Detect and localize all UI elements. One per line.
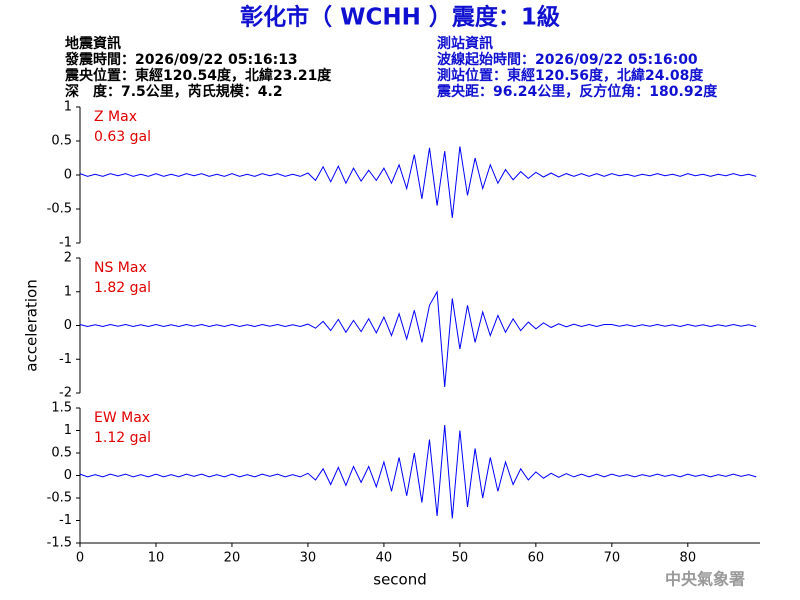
station-line: 測站位置：東經120.56度，北緯24.08度 — [437, 67, 704, 84]
x-tick-label: 30 — [300, 551, 317, 566]
station-line: 波線起始時間：2026/09/22 05:16:00 — [437, 51, 698, 68]
watermark: 中央氣象署 — [665, 570, 745, 589]
y-tick-label: -2 — [59, 386, 72, 401]
x-tick-label: 60 — [528, 551, 545, 566]
y-tick-label: 0 — [64, 318, 72, 333]
max-annotation: 1.82 gal — [94, 280, 151, 296]
station-line: 測站資訊 — [437, 35, 493, 52]
y-tick-label: 1 — [64, 100, 72, 115]
x-tick-label: 80 — [680, 551, 697, 566]
chart-title: 彰化市（ WCHH ）震度：1級 — [240, 4, 560, 31]
x-tick-label: 20 — [224, 551, 241, 566]
y-tick-label: 0 — [64, 168, 72, 183]
y-tick-label: -1.5 — [47, 536, 72, 551]
y-tick-label: 0.5 — [51, 446, 72, 461]
info-line: 震央位置：東經120.54度，北緯23.21度 — [64, 67, 332, 84]
max-annotation: 1.12 gal — [94, 430, 151, 446]
y-tick-label: -1 — [59, 352, 72, 367]
max-annotation: NS Max — [94, 260, 147, 276]
info-line: 深 度：7.5公里，芮氏規模：4.2 — [65, 83, 283, 100]
x-tick-label: 50 — [452, 551, 469, 566]
y-tick-label: 0 — [64, 468, 72, 483]
y-tick-label: -0.5 — [47, 202, 72, 217]
station-line: 震央距：96.24公里，反方位角：180.92度 — [436, 83, 718, 100]
y-tick-label: 1.5 — [51, 401, 72, 416]
y-tick-label: -1 — [59, 513, 72, 528]
waveform — [79, 146, 757, 218]
waveform — [79, 290, 757, 387]
max-annotation: Z Max — [94, 109, 137, 125]
max-annotation: 0.63 gal — [94, 129, 151, 145]
info-line: 地震資訊 — [65, 35, 121, 52]
y-axis-label: acceleration — [23, 279, 41, 371]
y-tick-label: 1 — [64, 284, 72, 299]
y-tick-label: -0.5 — [47, 491, 72, 506]
x-tick-label: 10 — [148, 551, 165, 566]
waveform — [79, 425, 757, 519]
y-tick-label: 0.5 — [51, 134, 72, 149]
x-tick-label: 0 — [76, 551, 84, 566]
y-tick-label: 1 — [64, 423, 72, 438]
max-annotation: EW Max — [94, 410, 150, 426]
y-tick-label: -1 — [59, 236, 72, 251]
x-tick-label: 40 — [376, 551, 393, 566]
info-line: 發震時間：2026/09/22 05:16:13 — [64, 51, 298, 68]
x-axis-label: second — [373, 571, 427, 589]
y-tick-label: 2 — [64, 251, 72, 266]
x-tick-label: 70 — [604, 551, 621, 566]
